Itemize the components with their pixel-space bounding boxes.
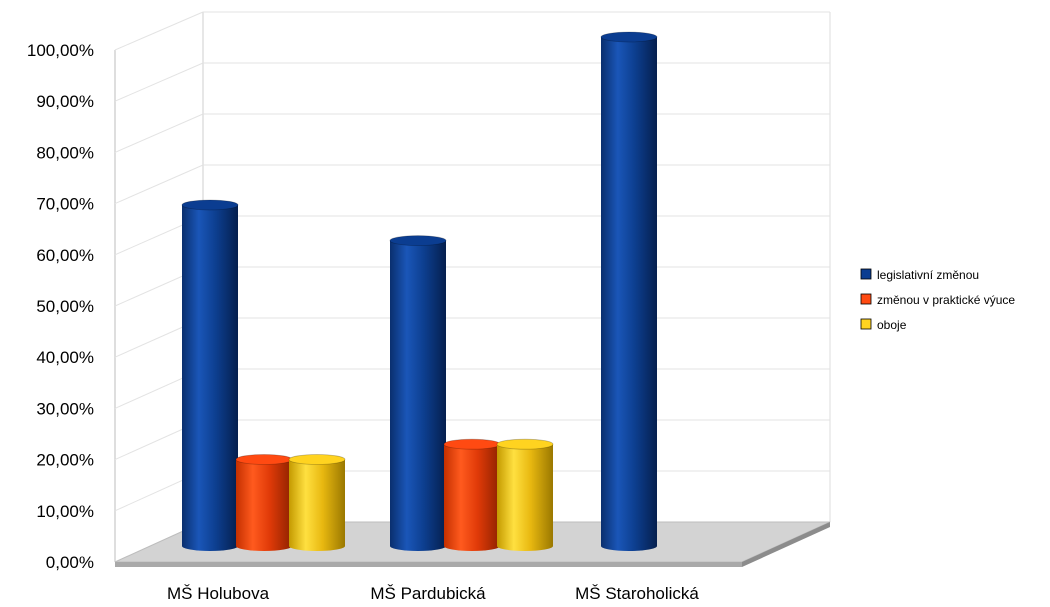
legend-swatch [860,318,872,330]
legend-label: oboje [877,318,907,332]
y-axis-ticks: 0,00% 10,00% 20,00% 30,00% 40,00% 50,00% 60,00… [27,41,94,572]
gridline-side [114,113,204,153]
legend: legislativní změnou změnou v praktické vý… [860,268,1015,332]
bar-top [181,199,239,211]
bar-body [497,444,553,546]
bar [600,31,658,551]
y-tick-label: 0,00% [46,553,94,572]
bar [496,438,554,551]
chart-floor-edge [115,562,742,567]
legend-label: změnou v praktické výuce [877,293,1015,307]
x-category-label: MŠ Pardubická [370,584,486,603]
bar-body [182,204,238,546]
legend-swatch [860,268,872,280]
bar-body [289,459,345,546]
bar [443,438,501,551]
bar-body [601,37,657,546]
y-tick-label: 30,00% [36,399,94,418]
bar-top [496,438,554,450]
bar-body [236,459,292,546]
x-category-label: MŠ Holubova [167,584,270,603]
y-tick-label: 70,00% [36,195,94,214]
bar-top [235,454,293,465]
y-tick-label: 40,00% [36,348,94,367]
legend-item: změnou v praktické výuce [860,293,1015,307]
bar-top [288,454,346,465]
y-tick-label: 60,00% [36,246,94,265]
bars [181,31,658,551]
legend-label: legislativní změnou [877,268,979,282]
gridline-side [114,62,204,102]
legend-item: oboje [860,318,907,332]
y-tick-label: 100,00% [27,41,94,60]
y-tick-label: 20,00% [36,451,94,470]
bar-top [600,31,658,43]
bar [389,235,447,551]
bar-top [443,438,501,450]
chart-floor-side [742,522,830,567]
legend-swatch [860,293,872,305]
bar-body [390,240,446,546]
gridline-side [114,11,204,51]
gridline-side [114,164,204,205]
bar-body [444,444,500,546]
y-tick-label: 50,00% [36,297,94,316]
bar [235,454,293,551]
y-tick-label: 90,00% [36,92,94,111]
bar-top [389,235,447,247]
y-tick-label: 10,00% [36,502,94,521]
y-tick-label: 80,00% [36,143,94,162]
bar [288,454,346,551]
legend-item: legislativní změnou [860,268,979,282]
x-category-label: MŠ Staroholická [575,584,699,603]
x-axis-categories: MŠ Holubova MŠ Pardubická MŠ Staroholická [167,584,699,603]
bar [181,199,239,551]
